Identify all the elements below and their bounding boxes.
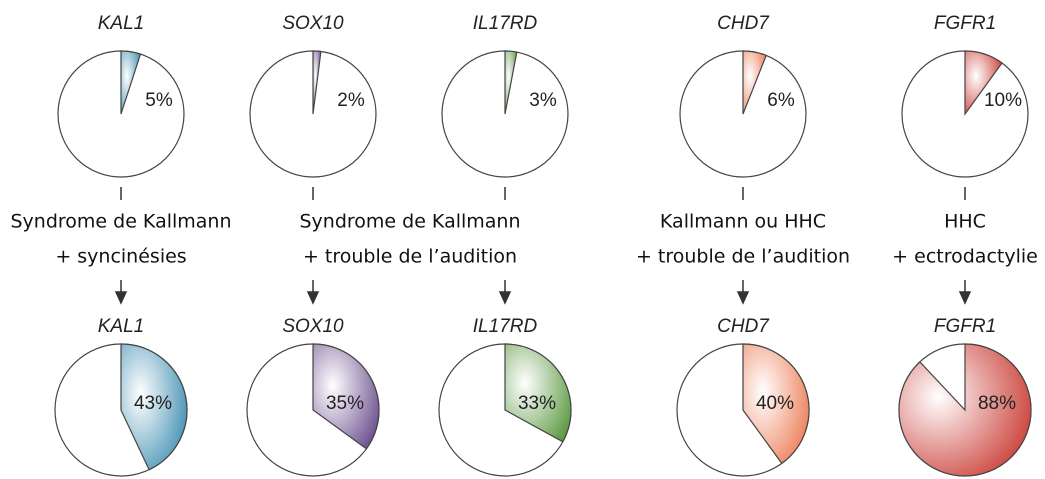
gene-title: KAL1	[98, 13, 144, 34]
gene-title: IL17RD	[473, 13, 538, 34]
gene-title: KAL1	[98, 316, 144, 337]
pie-slice	[742, 50, 767, 115]
value: 3	[529, 90, 540, 111]
value: 2	[337, 90, 348, 111]
value: 5	[145, 90, 156, 111]
value: 35	[326, 393, 347, 414]
pie-slice	[504, 50, 518, 115]
pie-value-label: 2%	[337, 90, 365, 111]
pie-slice	[120, 343, 188, 471]
pie-slice	[742, 343, 810, 465]
phenotype-label: + ectrodactylie	[892, 246, 1038, 268]
pie-slice	[120, 50, 142, 115]
pie-value-label: 35%	[326, 393, 364, 414]
pie-value-label: 88%	[978, 393, 1016, 414]
gene-title: FGFR1	[934, 13, 996, 34]
gene-title: SOX10	[282, 316, 344, 337]
phenotype-label: + trouble de l’audition	[636, 246, 850, 268]
gene-title: SOX10	[282, 13, 344, 34]
pie-value-label: 33%	[518, 393, 556, 414]
phenotype-label: Syndrome de Kallmann	[299, 211, 520, 233]
pie-slice	[898, 343, 1032, 477]
phenotype-label: + trouble de l’audition	[303, 246, 517, 268]
value: 6	[767, 90, 778, 111]
value: 40	[756, 393, 777, 414]
phenotype-label: Syndrome de Kallmann	[10, 211, 231, 233]
pie-value-label: 3%	[529, 90, 557, 111]
pie-slice	[504, 343, 572, 443]
gene-title: CHD7	[717, 316, 770, 337]
pie-value-label: 5%	[145, 90, 173, 111]
pie-slice	[312, 343, 380, 450]
pie-slice	[312, 50, 322, 115]
pie-slice	[964, 50, 1003, 116]
pie-value-label: 43%	[134, 393, 172, 414]
phenotype-label: HHC	[944, 211, 986, 233]
value: 33	[518, 393, 539, 414]
pie-value-label: 40%	[756, 393, 794, 414]
arrows	[114, 280, 972, 305]
gene-title: IL17RD	[473, 316, 538, 337]
pie-value-label: 6%	[767, 90, 795, 111]
value: 10	[984, 90, 1005, 111]
phenotype-label: Kallmann ou HHC	[660, 211, 826, 233]
gene-title: CHD7	[717, 13, 770, 34]
gene-title: FGFR1	[934, 316, 996, 337]
value: 88	[978, 393, 999, 414]
connectors	[114, 187, 972, 305]
value: 43	[134, 393, 155, 414]
pie-value-label: 10%	[984, 90, 1022, 111]
phenotype-label: + syncinésies	[55, 246, 186, 268]
